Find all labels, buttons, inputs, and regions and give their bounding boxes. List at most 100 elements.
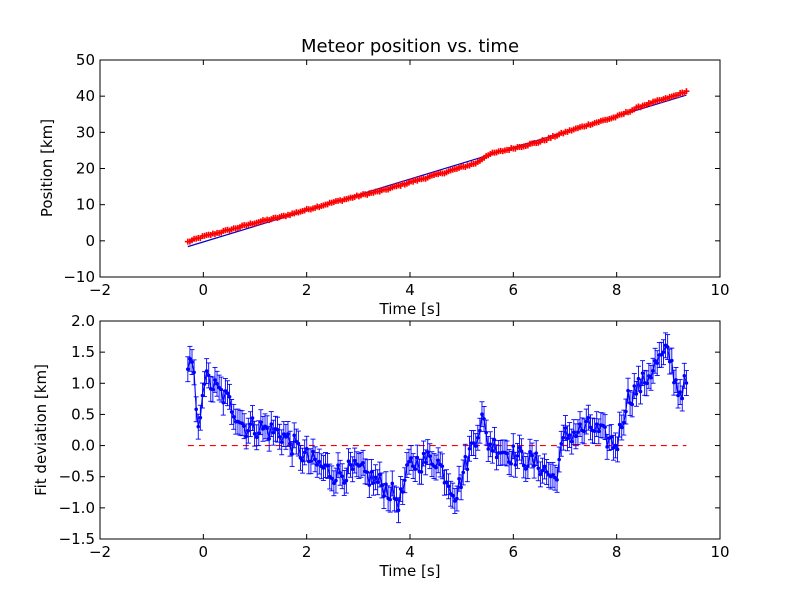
deviation-point — [365, 470, 370, 474]
deviation-point — [680, 396, 685, 401]
deviation-point — [542, 464, 547, 469]
deviation-point — [540, 468, 545, 473]
top-panel: Meteor position vs. time −2 0 2 4 6 8 10 −10 0 1… — [38, 36, 730, 318]
deviation-point — [505, 451, 509, 456]
deviation-point — [551, 473, 555, 477]
deviation-point — [613, 443, 618, 448]
deviation-point — [352, 458, 357, 463]
deviation-point — [254, 435, 259, 440]
deviation-point — [478, 428, 482, 433]
deviation-point — [390, 481, 395, 486]
deviation-point — [659, 352, 664, 357]
deviation-point — [455, 496, 459, 501]
deviation-point — [682, 373, 687, 378]
deviation-point — [486, 447, 491, 451]
deviation-point — [288, 441, 292, 446]
deviation-point — [594, 422, 599, 426]
deviation-point — [196, 424, 201, 429]
deviation-point — [375, 480, 380, 485]
deviation-point — [304, 446, 309, 451]
deviation-point — [482, 417, 486, 421]
deviation-point — [350, 467, 355, 472]
deviation-point — [419, 470, 424, 474]
deviation-point — [244, 434, 249, 439]
deviation-point — [290, 452, 294, 456]
deviation-point — [394, 497, 399, 502]
deviation-point — [382, 494, 386, 498]
deviation-point — [317, 459, 322, 464]
deviation-point — [277, 434, 282, 439]
bottom-x-tick-label: 2 — [302, 543, 312, 561]
top-x-tick-label: 2 — [302, 281, 312, 299]
deviation-point — [457, 476, 461, 481]
deviation-point — [211, 387, 215, 392]
deviation-point — [538, 472, 543, 477]
deviation-point — [492, 438, 497, 442]
bottom-y-ticks: −1.5 −1.0 −0.5 0.0 0.5 1.0 1.5 2.0 — [59, 312, 720, 548]
top-x-tick-label: 6 — [509, 281, 519, 299]
deviation-point — [515, 454, 520, 458]
deviation-point — [463, 454, 468, 459]
deviation-point — [511, 444, 516, 448]
deviation-point — [346, 459, 351, 463]
deviation-point — [229, 410, 234, 414]
deviation-point — [225, 391, 230, 396]
bottom-y-tick-label: 1.0 — [71, 374, 95, 392]
deviation-point — [473, 444, 478, 448]
deviation-point — [534, 451, 539, 455]
bottom-plot-area — [185, 332, 689, 524]
deviation-point — [405, 463, 409, 467]
deviation-point — [571, 430, 576, 434]
deviation-point — [413, 467, 418, 471]
bottom-y-tick-label: −1.5 — [59, 530, 95, 548]
deviation-point — [411, 464, 415, 468]
deviation-point — [674, 378, 678, 382]
deviation-point — [611, 445, 616, 450]
deviation-point — [309, 459, 313, 463]
deviation-point — [557, 457, 561, 462]
deviation-point — [275, 427, 280, 432]
deviation-point — [256, 431, 261, 435]
deviation-point — [521, 463, 526, 468]
deviation-point — [250, 416, 255, 420]
deviation-point — [267, 436, 271, 441]
deviation-point — [190, 360, 194, 364]
bottom-y-tick-label: 0.5 — [71, 405, 95, 423]
deviation-point — [509, 461, 513, 466]
top-x-tick-label: 8 — [612, 281, 622, 299]
deviation-point — [544, 470, 549, 474]
bottom-x-tick-label: 6 — [509, 543, 519, 561]
deviation-point — [471, 441, 476, 445]
deviation-point — [384, 482, 388, 486]
deviation-point — [592, 429, 597, 433]
deviation-point — [661, 350, 666, 355]
top-y-ticks: −10 0 10 20 30 40 50 — [63, 51, 720, 286]
top-x-axis-label: Time [s] — [379, 300, 441, 318]
deviation-point — [528, 449, 532, 454]
deviation-point — [423, 460, 428, 465]
deviation-point — [428, 454, 432, 458]
deviation-point — [634, 392, 639, 396]
deviation-point — [632, 384, 637, 388]
deviation-point — [248, 422, 253, 426]
deviation-point — [302, 450, 307, 455]
chart-title: Meteor position vs. time — [301, 36, 519, 57]
deviation-point — [388, 497, 392, 502]
deviation-point — [563, 426, 568, 430]
top-y-axis-label: Position [km] — [38, 119, 56, 217]
deviation-point — [373, 475, 378, 480]
deviation-point — [194, 407, 198, 412]
deviation-point — [409, 456, 413, 460]
deviation-point — [630, 402, 634, 407]
deviation-point — [517, 445, 522, 450]
deviation-point — [279, 440, 284, 445]
top-y-tick-label: 10 — [76, 196, 95, 214]
deviation-point — [286, 432, 290, 436]
deviation-point — [576, 430, 580, 434]
deviation-point — [578, 422, 582, 426]
deviation-point — [313, 457, 317, 462]
deviation-point — [436, 458, 440, 463]
bottom-y-tick-label: −0.5 — [59, 468, 95, 486]
deviation-point — [206, 373, 211, 378]
